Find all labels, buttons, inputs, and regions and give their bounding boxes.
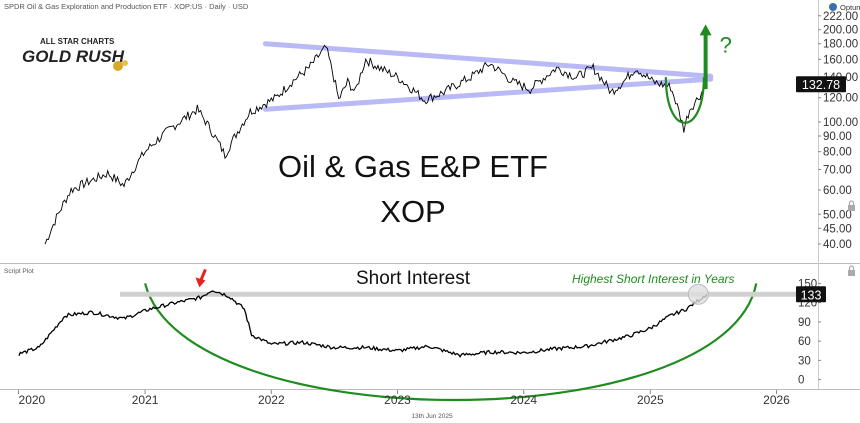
optuma-watermark: Optuma <box>829 3 860 12</box>
indicator-axis-tick-label: 30 <box>798 355 811 367</box>
x-axis-tick-label: 2025 <box>637 393 664 407</box>
price-last-value-label: 132.78 <box>802 78 840 92</box>
price-axis-tick-label: 45.00 <box>823 223 852 235</box>
gold-nugget-icon <box>122 60 128 66</box>
logo-line2: GOLD RUSH <box>22 47 125 66</box>
price-axis-tick-label: 200.00 <box>823 25 858 37</box>
lock-icon[interactable] <box>848 200 855 211</box>
footer-date: 13th Jun 2025 <box>411 413 453 420</box>
rounded-bottom-annotation <box>664 77 705 124</box>
red-arrow-head <box>195 277 206 288</box>
indicator-axis-tick-label: 90 <box>798 317 811 329</box>
price-panel-bg <box>0 0 818 262</box>
highlight-circle <box>687 283 709 305</box>
price-axis-tick-label: 222.00 <box>823 11 858 23</box>
instrument-label: SPDR Oil & Gas Exploration and Productio… <box>4 2 249 11</box>
x-axis-tick-label: 2020 <box>19 393 46 407</box>
logo-line1: ALL STAR CHARTS <box>40 37 115 46</box>
channel-lower-line <box>262 76 714 112</box>
optuma-icon <box>829 3 837 11</box>
price-axis-tick-label: 90.00 <box>823 131 852 143</box>
price-series-line <box>44 44 708 245</box>
indicator-axis-tick-label: 60 <box>798 336 811 348</box>
price-axis-tick-label: 40.00 <box>823 239 852 251</box>
lock-icon[interactable] <box>848 265 855 276</box>
bowl-annotation <box>144 283 758 402</box>
indicator-last-value-label: 133 <box>801 288 822 302</box>
indicator-last-value-badge <box>796 286 826 303</box>
x-axis-tick-label: 2023 <box>384 393 411 407</box>
logo: ALL STAR CHARTS GOLD RUSH <box>22 37 128 71</box>
chart-title: Oil & Gas E&P ETF <box>278 149 548 184</box>
indicator-panel-bg <box>0 265 818 388</box>
x-axis-tick-label: 2021 <box>132 393 159 407</box>
indicator-axis-tick-label: 0 <box>798 375 804 387</box>
optuma-label: Optuma <box>840 3 860 12</box>
price-axis-tick-label: 70.00 <box>823 164 852 176</box>
gold-nugget-icon <box>113 61 123 71</box>
indicator-title: Short Interest <box>356 268 471 289</box>
price-axis-tick-label: 160.00 <box>823 54 858 66</box>
x-axis-tick-label: 2022 <box>258 393 285 407</box>
x-axis-tick-label: 2024 <box>510 393 537 407</box>
price-axis-tick-label: 120.00 <box>823 93 858 105</box>
price-axis-tick-label: 100.00 <box>823 117 858 129</box>
price-axis-tick-label: 180.00 <box>823 39 858 51</box>
highest-short-interest-label: Highest Short Interest in Years <box>572 272 735 286</box>
price-last-value-badge <box>796 76 846 93</box>
breakout-arrow-head <box>699 24 712 36</box>
x-axis-tick-label: 2026 <box>763 393 790 407</box>
price-axis-tick-label: 80.00 <box>823 147 852 159</box>
price-axis-tick-label: 60.00 <box>823 185 852 197</box>
chart-subtitle: XOP <box>380 194 445 229</box>
price-axis-tick-label: 50.00 <box>823 209 852 221</box>
short-interest-series-line <box>18 290 708 358</box>
question-mark-label: ? <box>720 32 732 57</box>
script-plot-label: Script Plot <box>4 268 34 275</box>
